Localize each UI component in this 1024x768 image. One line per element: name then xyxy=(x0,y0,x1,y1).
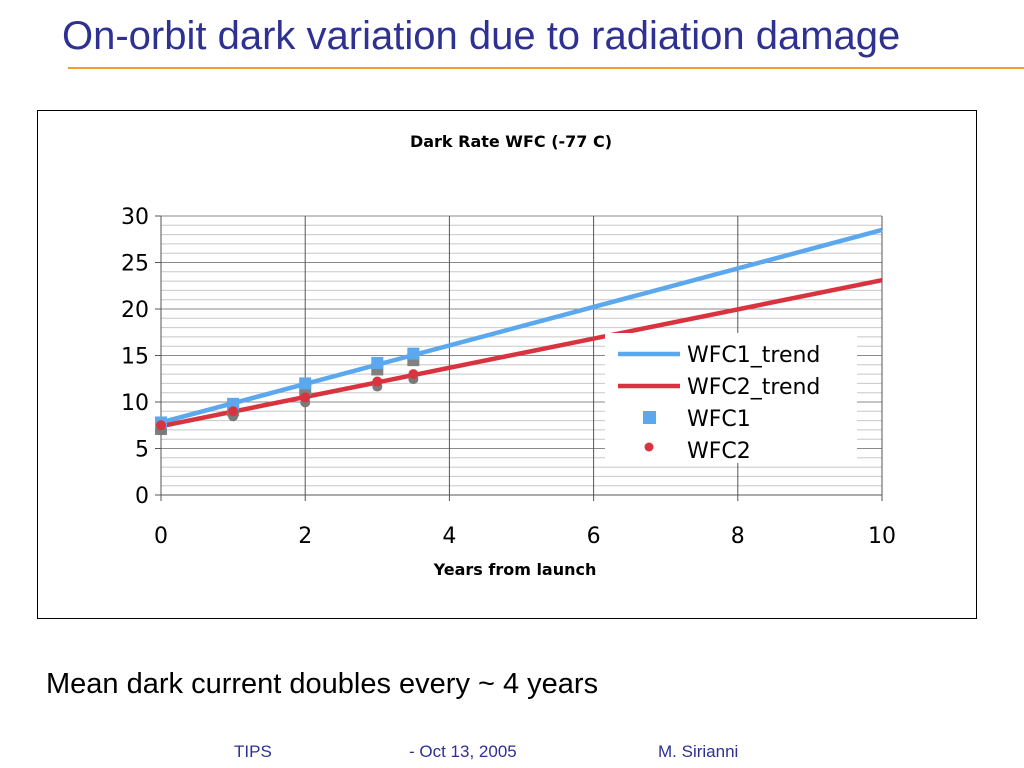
x-tick-label: 8 xyxy=(731,524,745,549)
legend-label: WFC2 xyxy=(687,439,751,464)
legend-square-swatch xyxy=(643,411,656,424)
chart-title: Dark Rate WFC (-77 C) xyxy=(410,132,612,151)
legend-label: WFC1_trend xyxy=(687,343,820,368)
data-point-wfc1 xyxy=(371,356,384,369)
data-series xyxy=(155,227,883,436)
chart-frame: Dark Rate WFC (-77 C) 0 5 10 15 20 25 30 0 2 4 6 8 1… xyxy=(37,110,977,619)
y-tick-label: 20 xyxy=(121,298,149,323)
caption-text: Mean dark current doubles every ~ 4 year… xyxy=(46,668,599,700)
footer-left: TIPS xyxy=(234,742,272,761)
x-tick-label: 4 xyxy=(442,524,456,549)
x-tick-label: 2 xyxy=(298,524,312,549)
trend-line-wfc2-trend xyxy=(160,277,883,429)
y-tick-label: 10 xyxy=(121,391,149,416)
x-tick-label: 0 xyxy=(154,524,168,549)
y-tick-label: 0 xyxy=(135,484,149,509)
data-point-wfc2 xyxy=(156,420,166,431)
data-point-wfc1 xyxy=(227,397,240,410)
title-underline xyxy=(68,67,1024,69)
data-point-wfc1 xyxy=(299,377,312,390)
y-tick-label: 15 xyxy=(121,345,149,370)
legend-label: WFC2_trend xyxy=(687,375,820,400)
legend-label: WFC1 xyxy=(687,407,751,432)
data-point-wfc2 xyxy=(408,369,419,380)
x-tick-label: 10 xyxy=(868,524,896,549)
footer-date: - Oct 13, 2005 xyxy=(409,742,517,761)
y-tick-label: 25 xyxy=(121,252,149,277)
data-point-wfc2 xyxy=(228,406,239,417)
y-tick-label: 30 xyxy=(121,205,149,230)
axes: 0 5 10 15 20 25 30 0 2 4 6 8 10 xyxy=(121,205,896,549)
legend-circle-swatch xyxy=(644,442,654,452)
trend-line-wfc1-trend xyxy=(160,227,883,425)
slide-title: On-orbit dark variation due to radiation… xyxy=(62,14,901,58)
data-point-wfc2 xyxy=(300,392,311,403)
footer-author: M. Sirianni xyxy=(658,742,739,761)
data-point-wfc1 xyxy=(407,347,420,360)
data-point-wfc2 xyxy=(372,376,383,387)
y-tick-label: 5 xyxy=(135,438,149,463)
x-axis-label: Years from launch xyxy=(433,560,597,579)
legend: WFC1_trend WFC2_trend WFC1 WFC2 xyxy=(605,333,857,464)
x-tick-label: 6 xyxy=(587,524,601,549)
dark-rate-chart: Dark Rate WFC (-77 C) 0 5 10 15 20 25 30 0 2 4 6 8 1… xyxy=(121,132,896,579)
